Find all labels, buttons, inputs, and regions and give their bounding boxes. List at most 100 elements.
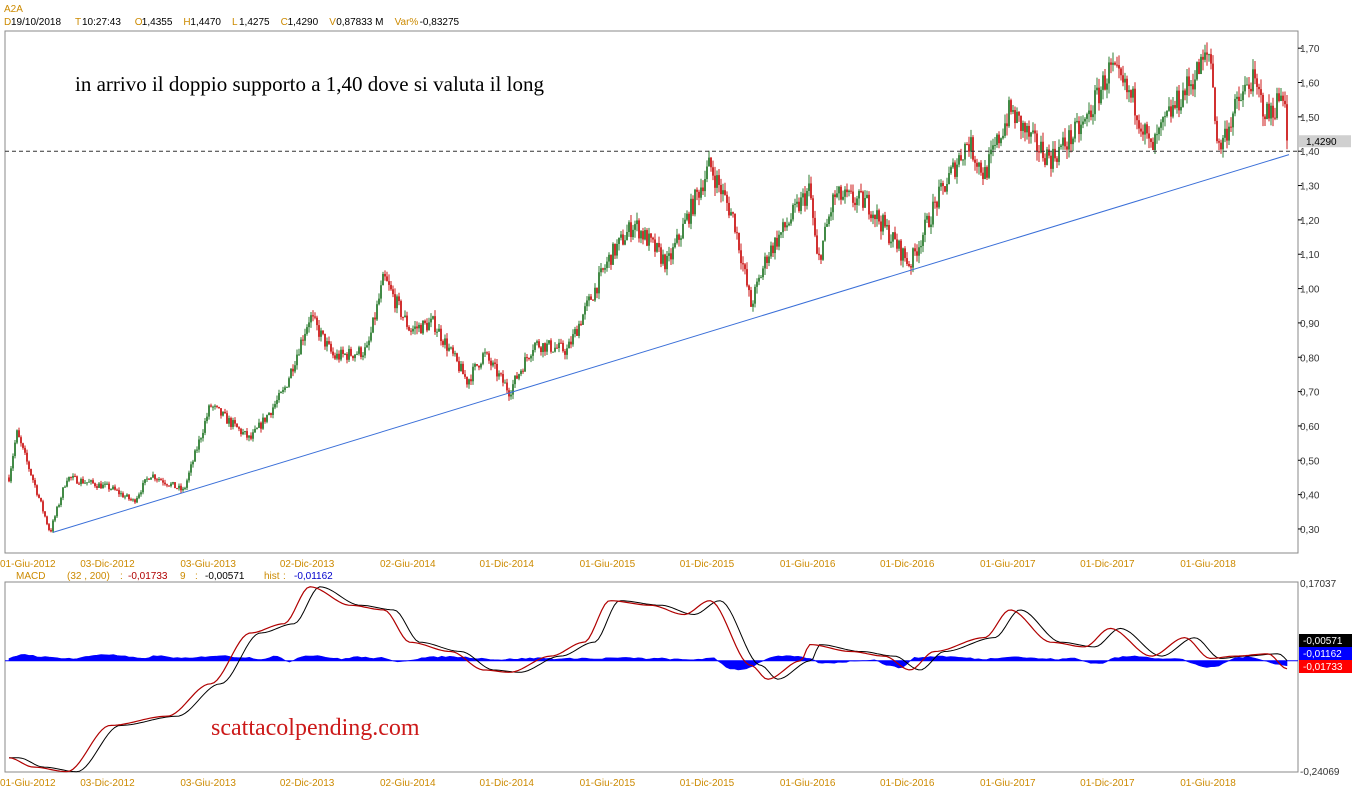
price-ytick-label: 0,50 — [1300, 456, 1320, 467]
candle-body — [964, 144, 966, 160]
candle-body — [838, 186, 840, 194]
candle-body — [662, 254, 664, 264]
candle-body — [994, 144, 996, 146]
candle-body — [740, 250, 742, 264]
candle-body — [1014, 110, 1016, 124]
trendline — [52, 154, 1290, 533]
candle-body — [220, 408, 222, 416]
candle-body — [946, 183, 948, 192]
candle-body — [284, 387, 286, 390]
candle-body — [370, 332, 372, 341]
candle-body — [106, 483, 108, 485]
candle-body — [504, 382, 506, 384]
candle-body — [236, 423, 238, 428]
candle-body — [1162, 116, 1164, 123]
signal-colon: : — [195, 571, 198, 582]
last-price-label: 1,4290 — [1306, 137, 1337, 148]
candle-body — [98, 483, 100, 488]
candle-body — [24, 447, 26, 453]
candle-body — [506, 382, 508, 391]
candle-body — [982, 172, 984, 179]
candle-body — [1026, 125, 1028, 133]
candle-body — [438, 328, 440, 332]
candle-body — [294, 365, 296, 372]
candle-body — [768, 256, 770, 263]
candle-body — [80, 478, 82, 485]
candle-body — [934, 201, 936, 203]
candle-body — [200, 438, 202, 440]
candle-body — [1160, 122, 1162, 128]
candle-body — [1132, 88, 1134, 98]
candle-body — [1058, 146, 1060, 162]
candle-body — [1178, 90, 1180, 111]
candle-body — [1234, 98, 1236, 114]
candle-body — [1212, 63, 1214, 88]
candle-body — [968, 144, 970, 152]
macd-hist-area — [8, 654, 1288, 671]
candle-body — [1044, 158, 1046, 165]
candle-body — [676, 234, 678, 243]
candle-body — [1056, 158, 1058, 162]
candle-body — [474, 364, 476, 367]
price-xtick-label: 02-Dic-2013 — [280, 559, 335, 570]
price-x-axis: 01-Giu-2012 03-Dic-2012 03-Giu-2013 02-Dic-… — [0, 559, 1236, 570]
candle-body — [642, 231, 644, 240]
candle-body — [944, 186, 946, 192]
candle-body — [1142, 131, 1144, 135]
candle-body — [360, 347, 362, 357]
candle-body — [1062, 137, 1064, 146]
candle-body — [414, 326, 416, 329]
candle-body — [1066, 146, 1068, 150]
candle-body — [240, 428, 242, 435]
info-value-1: 10:27:43 — [82, 17, 121, 28]
candle-body — [178, 485, 180, 489]
candle-body — [1232, 113, 1234, 128]
candle-body — [198, 439, 200, 450]
info-value-5: 1,4290 — [288, 17, 319, 28]
candle-body — [1230, 126, 1232, 128]
candle-body — [874, 214, 876, 220]
candle-body — [686, 213, 688, 220]
candle-body — [1192, 84, 1194, 90]
candle-body — [318, 325, 320, 337]
candle-body — [702, 187, 704, 192]
candle-body — [382, 273, 384, 286]
candle-body — [830, 212, 832, 217]
candle-body — [1120, 68, 1122, 76]
candle-body — [1084, 118, 1086, 122]
candle-body — [1006, 123, 1008, 127]
candle-body — [278, 393, 280, 400]
candle-body — [932, 201, 934, 225]
candle-body — [970, 137, 972, 152]
candle-body — [136, 497, 138, 503]
candle-body — [76, 476, 78, 484]
candle-body — [746, 269, 748, 286]
candle-body — [50, 529, 52, 532]
candle-body — [784, 222, 786, 228]
candle-body — [1242, 91, 1244, 101]
candle-body — [558, 342, 560, 349]
candle-body — [1196, 62, 1198, 80]
candle-body — [822, 240, 824, 260]
candle-body — [920, 245, 922, 248]
candle-body — [412, 328, 414, 332]
candle-body — [30, 469, 32, 476]
candle-body — [460, 363, 462, 372]
candle-body — [1286, 104, 1288, 141]
candle-body — [342, 349, 344, 354]
candle-body — [234, 420, 236, 424]
candle-body — [564, 351, 566, 355]
candle-body — [1050, 155, 1052, 169]
candle-body — [410, 330, 412, 332]
candle-body — [544, 343, 546, 352]
candle-body — [1078, 120, 1080, 135]
candle-body — [634, 224, 636, 230]
candle-body — [1174, 105, 1176, 108]
candle-body — [1048, 149, 1050, 156]
price-ytick-label: 0,70 — [1300, 388, 1320, 399]
candle-body — [214, 405, 216, 407]
candle-body — [778, 234, 780, 247]
candle-body — [430, 318, 432, 323]
candle-body — [670, 253, 672, 260]
candle-body — [878, 210, 880, 222]
